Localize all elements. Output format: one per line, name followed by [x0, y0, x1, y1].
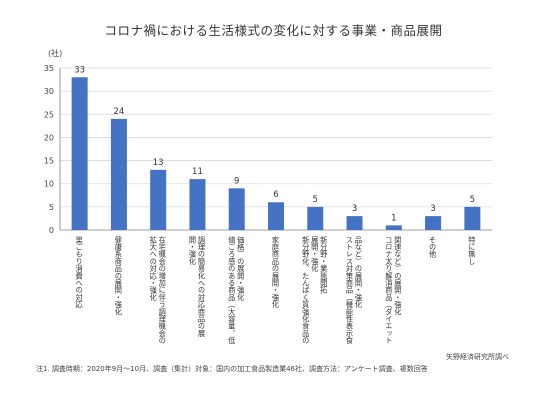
- bar: [150, 169, 167, 230]
- category-label: 関連など）の展開・強化: [394, 236, 403, 316]
- category-label: 在宅機会の増加に伴う調理機会の: [158, 235, 167, 344]
- data-label: 13: [153, 158, 164, 168]
- y-tick-label: 15: [44, 157, 54, 166]
- y-tick-label: 25: [44, 110, 54, 119]
- data-label: 3: [430, 204, 435, 214]
- chart-title: コロナ禍における生活様式の変化に対する事業・商品展開: [104, 23, 443, 38]
- category-label: コロナ太り解消商品（ダイエット: [385, 236, 394, 344]
- y-tick-label: 0: [49, 226, 54, 235]
- data-label: 33: [74, 65, 85, 75]
- bar: [189, 179, 206, 230]
- data-label: 24: [113, 107, 124, 117]
- data-label: 1: [391, 213, 396, 223]
- bar: [346, 216, 363, 230]
- category-label: 新分野・業態開拓: [320, 235, 329, 294]
- bar: [425, 216, 442, 230]
- category-label: 開・強化: [188, 236, 197, 266]
- category-label: 値ごろ感のある商品（大容量、低: [228, 235, 237, 345]
- y-tick-label: 10: [44, 180, 54, 189]
- data-label: 11: [192, 167, 203, 177]
- bar: [464, 206, 481, 230]
- category-label: 家庭商品の展開・強化: [272, 235, 281, 309]
- category-label: 品など）の展開・強化: [355, 236, 364, 309]
- category-label: 調理の簡易化への対応商品の展: [197, 235, 206, 338]
- data-label: 9: [234, 176, 239, 186]
- y-tick-label: 5: [49, 203, 54, 212]
- category-labels: 巣ごもり消費への対応 健康系商品の展開・強化 在宅機会の増加に伴う調理機会の拡大への…: [75, 235, 477, 345]
- bar: [268, 202, 284, 230]
- category-label: その他: [429, 236, 438, 259]
- category-label: 新分野化、たんぱく質強化食品の: [302, 235, 311, 344]
- y-axis-unit-label: (社): [48, 48, 62, 58]
- category-label: 特に無し: [468, 235, 477, 265]
- category-label: 拡大への対応・強化: [149, 235, 158, 302]
- bar: [71, 77, 88, 230]
- bar: [307, 206, 324, 230]
- data-label: 6: [273, 190, 278, 200]
- bars: [71, 77, 481, 230]
- category-label: 価格）の展開・強化: [236, 235, 245, 302]
- data-label: 5: [470, 195, 475, 205]
- category-label: ストレス対策商品（機能性表示食: [346, 236, 355, 345]
- data-label: 3: [352, 204, 357, 214]
- category-label: 巣ごもり消費への対応: [75, 235, 84, 309]
- y-tick-label: 20: [44, 133, 54, 142]
- y-tick-label: 30: [44, 87, 54, 96]
- survey-note: 注1. 調査時期：2020年9月～10月、調査（集計）対象：国内の加工食品製造業…: [36, 365, 428, 373]
- bar: [385, 225, 402, 230]
- category-label: 健康系商品の展開・強化: [114, 235, 123, 316]
- bar: [228, 188, 245, 230]
- category-label: 展開・強化: [311, 236, 320, 273]
- data-label: 5: [313, 195, 318, 205]
- bar: [110, 118, 127, 230]
- source-credit: 矢野経済研究所調べ: [446, 353, 509, 361]
- y-tick-label: 35: [44, 64, 54, 73]
